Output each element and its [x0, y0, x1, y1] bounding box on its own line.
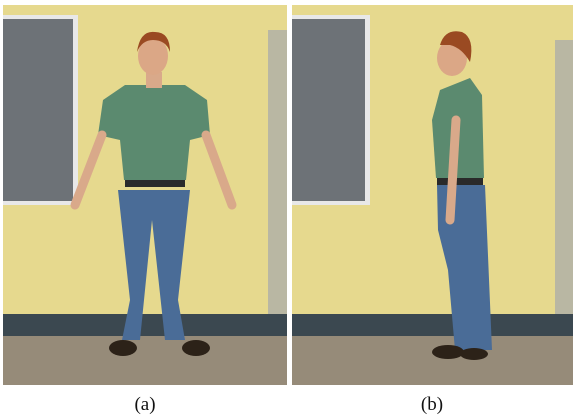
photo-side — [292, 5, 573, 385]
caption: (b) — [421, 394, 443, 415]
photo-front — [3, 5, 287, 385]
caption: (a) — [134, 394, 155, 415]
